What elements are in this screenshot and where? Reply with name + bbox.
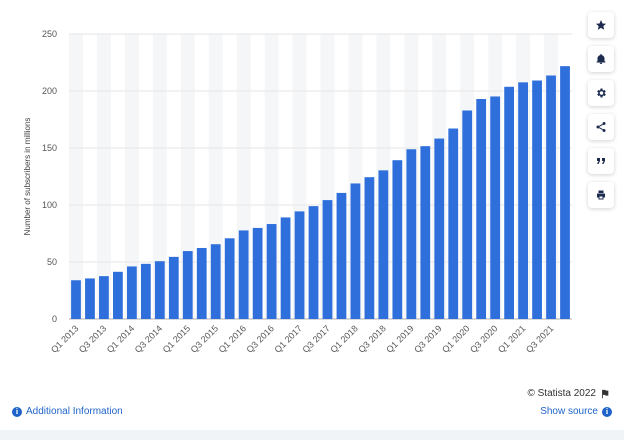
x-tick-label: Q3 2017 [300,323,331,354]
bar[interactable] [350,183,361,319]
bar[interactable] [434,138,445,319]
y-axis-label: Number of subscribers in millions [23,118,32,236]
bar[interactable] [462,110,473,319]
x-tick-label: Q3 2018 [356,323,387,354]
grid-band [124,34,139,319]
show-source-link[interactable]: Show source i [540,406,612,417]
x-tick-label: Q1 2015 [161,323,192,354]
y-axis-ticks: 0 50 100 150 200 250 [42,29,57,324]
grid-band [69,34,83,319]
bar[interactable] [168,256,179,319]
bar[interactable] [518,82,528,319]
star-icon [596,20,606,30]
x-tick-label: Q3 2020 [468,323,499,354]
x-tick-label: Q3 2016 [245,323,276,354]
y-tick-label: 200 [42,86,57,96]
share-icon [596,122,606,132]
y-tick-label: 50 [47,257,57,267]
additional-information-label: Additional Information [26,406,123,417]
bar[interactable] [252,227,263,319]
flag-icon[interactable] [600,389,610,399]
gridlines [69,33,572,320]
bar[interactable] [280,217,291,319]
bar[interactable] [266,224,277,319]
bookmark-button[interactable] [588,12,614,38]
x-tick-label: Q1 2013 [49,323,80,354]
bar[interactable] [476,98,487,319]
bar[interactable] [336,192,347,319]
gear-icon [597,88,606,98]
x-tick-label: Q3 2021 [524,323,555,354]
grid-band [180,34,195,319]
y-tick-label: 250 [42,29,57,39]
x-tick-label: Q1 2014 [105,323,136,354]
notification-button[interactable] [588,46,614,72]
bar[interactable] [294,211,305,319]
bar[interactable] [238,230,249,319]
bar[interactable] [85,278,95,319]
x-tick-label: Q1 2019 [384,323,415,354]
bar[interactable] [448,128,459,319]
bar[interactable] [154,261,165,319]
bar[interactable] [406,149,417,319]
x-tick-label: Q1 2021 [496,323,527,354]
copyright-text: © Statista 2022 [527,388,596,399]
bar[interactable] [392,160,403,319]
grid-band [96,34,111,319]
x-tick-label: Q1 2016 [217,323,248,354]
bar[interactable] [364,177,375,319]
share-button[interactable] [588,114,614,140]
info-icon: i [12,406,22,417]
bar[interactable] [71,280,81,319]
info-icon: i [602,406,612,417]
bar[interactable] [322,200,333,319]
bar[interactable] [490,96,501,319]
bar[interactable] [532,80,542,320]
x-tick-label: Q3 2013 [77,323,108,354]
y-tick-label: 150 [42,143,57,153]
x-tick-label: Q1 2018 [328,323,359,354]
additional-information-link[interactable]: i Additional Information [12,406,123,417]
quote-icon [597,158,605,164]
bar[interactable] [546,75,556,319]
bar[interactable] [126,266,137,319]
bar[interactable] [182,251,193,319]
bar[interactable] [224,238,235,319]
show-source-label: Show source [540,406,598,417]
copyright-notice: © Statista 2022 [527,388,610,399]
bell-icon [596,54,606,64]
print-icon [597,190,605,200]
y-tick-label: 100 [42,200,57,210]
bar[interactable] [308,206,319,319]
bar[interactable] [99,276,109,319]
x-tick-label: Q3 2015 [189,323,220,354]
bar[interactable] [113,271,123,319]
cite-button[interactable] [588,148,614,174]
grid-band [152,34,167,319]
bars [71,66,570,320]
bar[interactable] [420,146,431,319]
settings-button[interactable] [588,80,614,106]
print-button[interactable] [588,182,614,208]
bar[interactable] [378,170,389,319]
bar[interactable] [196,247,207,319]
x-tick-label: Q1 2017 [272,323,303,354]
bar[interactable] [140,263,151,319]
bar[interactable] [210,244,221,319]
x-tick-label: Q3 2019 [412,323,443,354]
bar[interactable] [504,86,515,319]
x-tick-label: Q3 2014 [133,323,164,354]
y-tick-label: 0 [52,314,57,324]
x-tick-label: Q1 2020 [440,323,471,354]
bar[interactable] [560,66,570,319]
